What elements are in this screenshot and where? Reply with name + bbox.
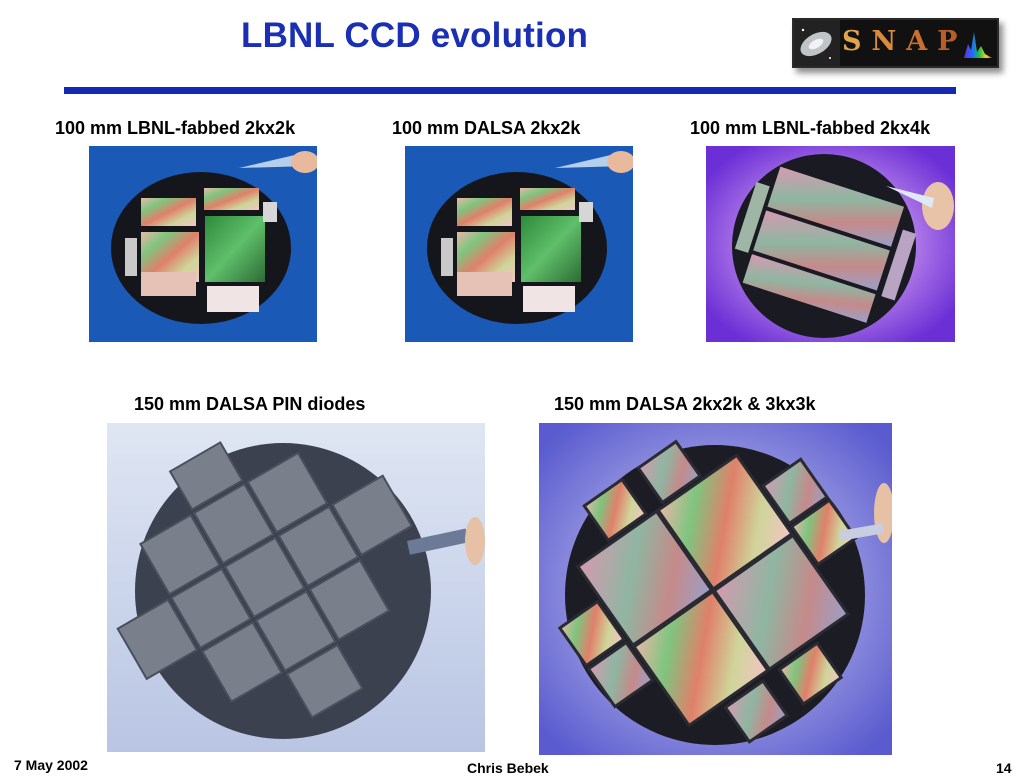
slide-title: LBNL CCD evolution [241,16,589,55]
logo-letter-a: A [906,26,928,57]
logo-letter-p: P [937,26,958,57]
wafer-caption-4: 150 mm DALSA PIN diodes [134,394,366,414]
wafer-photo-2 [405,146,633,342]
wafer-photo-5 [539,423,892,755]
wafer-caption-5: 150 mm DALSA 2kx2k & 3kx3k [554,394,816,414]
page-number: 14 [996,760,1012,776]
title-underline [64,87,956,94]
logo-letter-s: S [842,26,862,57]
wafer-photo-4 [107,423,485,752]
spectrum-icon [964,32,992,58]
footer-date: 7 May 2002 [14,757,88,773]
wafer-caption-3: 100 mm LBNL-fabbed 2kx4k [690,118,931,138]
wafer-caption-1: 100 mm LBNL-fabbed 2kx2k [55,118,296,138]
logo-galaxy-image [794,20,840,66]
footer-author: Chris Bebek [467,760,549,776]
logo-letter-n: N [871,26,897,57]
logo-wordmark: S N A P [842,26,957,57]
snap-logo: S N A P [792,18,999,68]
wafer-photo-3 [706,146,955,342]
wafer-photo-1 [89,146,317,342]
wafer-caption-2: 100 mm DALSA 2kx2k [392,118,581,138]
